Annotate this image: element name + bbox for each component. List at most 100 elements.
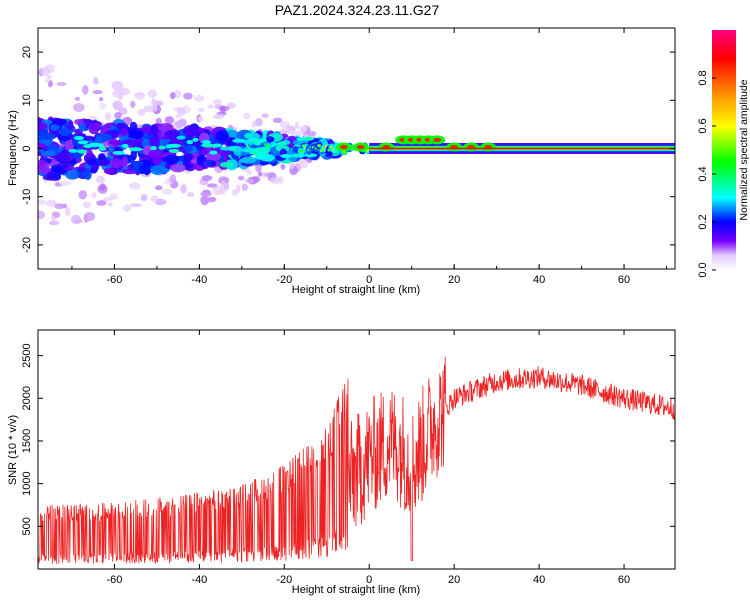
spectrogram-blob [143, 105, 156, 113]
spectrogram-blob [228, 146, 237, 151]
spectrogram-blob [218, 176, 230, 185]
spectrogram-x-ticks: -60 -40 -20 0 20 40 60 [71, 28, 668, 286]
spectrogram-blob [57, 152, 70, 165]
y-tick-label: 20 [21, 46, 33, 58]
spectrogram-blob [207, 104, 214, 109]
x-tick-label: -60 [106, 574, 122, 586]
spectrogram-blob [78, 190, 87, 200]
spectrogram-blob [46, 199, 57, 207]
spectrogram-blob [232, 138, 246, 143]
spectrogram-blob [200, 195, 209, 206]
spectrogram-blob [302, 136, 315, 141]
spectrogram-blob [272, 117, 283, 124]
spectrogram-blob [38, 142, 47, 150]
spectrogram-blob [164, 154, 180, 165]
spectrogram-blob [257, 171, 263, 177]
spectrogram-blob [270, 177, 282, 184]
spectrogram-blob [104, 112, 112, 121]
spectrogram-blob [297, 125, 308, 133]
spectrogram-blob [201, 175, 213, 181]
spectrogram-blob [88, 124, 100, 135]
y-tick-label: -10 [21, 189, 33, 205]
y-tick-label: 10 [21, 94, 33, 106]
spectrogram-blob [38, 164, 51, 175]
spectrogram-blob [175, 120, 183, 129]
spectrogram-y-label: Frequency (Hz) [7, 110, 19, 186]
spectrogram-blob [118, 107, 128, 115]
x-tick-label: 0 [366, 574, 372, 586]
spectrogram-blob [254, 118, 263, 127]
x-tick-label: 40 [533, 574, 545, 586]
spectrogram-blob [138, 163, 152, 174]
spectrogram-blob [255, 163, 262, 173]
spectrogram-blob [95, 175, 105, 184]
spectrogram-blob [110, 193, 118, 200]
x-tick-label: 20 [448, 574, 460, 586]
spectrogram-y-ticks: -20 -10 0 10 20 [21, 46, 675, 253]
spectrogram-blob [147, 89, 158, 99]
spectrogram-blob [164, 116, 175, 125]
spectrogram-node [433, 137, 442, 142]
spectrogram-blob [281, 126, 290, 132]
spectrogram-blob [99, 102, 107, 110]
spectrogram-blob [212, 186, 224, 196]
spectrogram-blob [73, 136, 85, 141]
figure-title: PAZ1.2024.324.23.11.G27 [275, 2, 440, 18]
spectrogram-blob [286, 129, 296, 135]
spectrogram-blob [193, 95, 205, 102]
spectrogram-blob [182, 124, 199, 137]
spectrogram-blob [120, 127, 129, 136]
colorbar-label: Normalized spectral amplitude [738, 79, 750, 220]
spectrogram-blob [64, 139, 75, 152]
spectrogram-blob [206, 151, 221, 161]
spectrogram-blob [280, 154, 293, 159]
x-tick-label: 20 [448, 274, 460, 286]
snr-x-label: Height of straight line (km) [292, 584, 420, 596]
spectrogram-blob [56, 81, 67, 87]
spectrogram-blob [254, 146, 270, 154]
spectrogram-image [38, 64, 675, 226]
y-tick-label: 0 [21, 145, 33, 151]
spectrogram-blob [121, 143, 129, 148]
spectrogram-blob [241, 183, 248, 191]
spectrogram-blob [73, 103, 85, 113]
y-tick-label: 2000 [21, 386, 33, 410]
spectrogram-blob [183, 153, 194, 161]
y-tick-label: 1000 [21, 471, 33, 495]
spectrogram-blob [107, 202, 113, 207]
spectrogram-blob [243, 112, 251, 120]
spectrogram-blob [67, 120, 74, 131]
spectrogram-blob [175, 113, 183, 119]
spectrogram-blob [228, 129, 237, 139]
spectrogram-blob [158, 145, 166, 150]
spectrogram-panel: -60 -40 -20 0 20 40 60 -20 -10 0 10 20 Height of s… [7, 27, 676, 296]
snr-y-ticks: 500 1000 1500 2000 2500 [21, 343, 675, 536]
spectrogram-blob [213, 98, 222, 106]
spectrogram-blob [130, 100, 136, 109]
spectrogram-blob [38, 199, 46, 206]
spectrogram-blob [109, 157, 123, 169]
spectrogram-blob [68, 148, 78, 153]
spectrogram-blob [200, 191, 212, 197]
snr-y-label: SNR (10 * v/v) [7, 415, 19, 485]
spectrogram-blob [149, 136, 160, 148]
spectrogram-blob [38, 122, 48, 131]
spectrogram-blob [257, 153, 268, 158]
spectrogram-blob [83, 212, 96, 222]
spectrogram-blob [261, 113, 269, 119]
spectrogram-blob [48, 220, 60, 226]
spectrogram-blob [183, 145, 193, 152]
spectrogram-blob [40, 150, 56, 157]
spectrogram-blob [140, 194, 148, 201]
spectrogram-blob [168, 148, 180, 153]
spectrogram-blob [111, 80, 124, 91]
spectrogram-blob [154, 185, 163, 191]
spectrogram-blob [91, 191, 97, 199]
spectrogram-blob [121, 156, 129, 167]
spectrogram-blob [305, 153, 318, 158]
snr-frame [37, 329, 676, 570]
x-tick-label: 60 [618, 274, 630, 286]
spectrogram-blob [65, 169, 80, 180]
spectrogram-blob [150, 195, 159, 203]
